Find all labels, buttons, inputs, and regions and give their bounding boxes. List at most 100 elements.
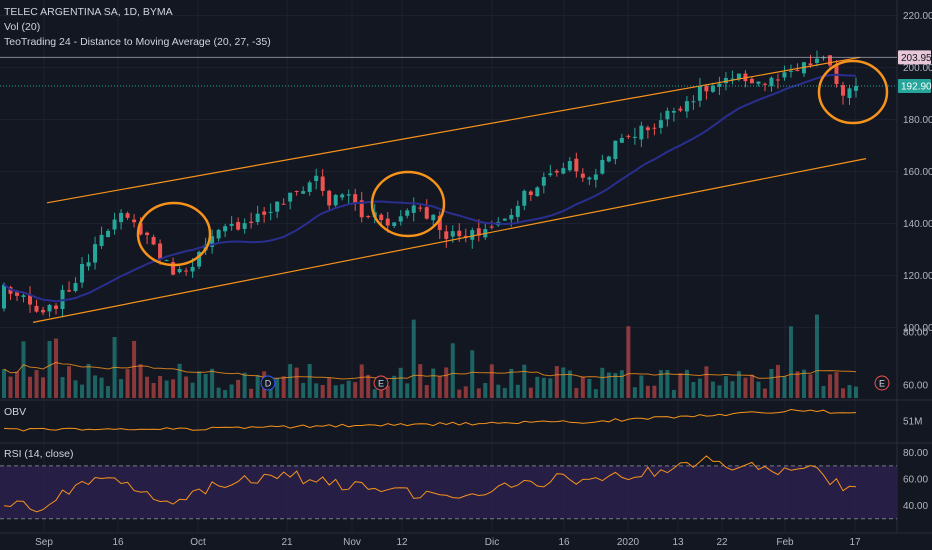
- highlight-circle: [817, 59, 889, 125]
- candle-body: [229, 223, 234, 226]
- high-price-tag-bg: [898, 50, 931, 65]
- candle-body: [769, 77, 774, 87]
- candle-body: [398, 216, 403, 222]
- volume-bar: [210, 368, 215, 398]
- volume-ma-line: [3, 361, 857, 380]
- volume-bar: [470, 350, 475, 398]
- candle-body: [2, 284, 6, 309]
- rsi-axis-tick-label: 60.00: [903, 475, 928, 486]
- time-axis-tick-label: Sep: [35, 537, 53, 548]
- candle-body: [639, 125, 644, 140]
- volume-bar: [28, 376, 33, 398]
- channel-upper-line: [46, 56, 861, 204]
- volume-bar: [177, 363, 182, 398]
- volume-bar: [782, 376, 787, 398]
- volume-bar: [788, 326, 793, 398]
- candle-body: [567, 161, 572, 171]
- volume-bar: [60, 377, 65, 398]
- volume-bar: [190, 382, 195, 398]
- candle-body: [691, 101, 696, 103]
- candle-body: [827, 55, 832, 66]
- event-marker-label: E: [378, 379, 384, 389]
- volume-bar: [73, 380, 78, 398]
- candle-body: [314, 175, 319, 182]
- volume-bar: [67, 366, 72, 398]
- candle-body: [782, 72, 787, 78]
- candle-body: [138, 223, 143, 235]
- candle-body: [535, 187, 540, 197]
- candle-body: [515, 205, 520, 217]
- volume-bar: [288, 364, 293, 398]
- volume-bar: [145, 376, 150, 398]
- candle-body: [385, 218, 390, 226]
- event-marker-circle: [874, 375, 890, 391]
- volume-bar: [249, 388, 254, 398]
- volume-bar: [593, 389, 598, 398]
- candle-body: [821, 57, 826, 59]
- candle-body: [320, 176, 325, 191]
- volume-bar: [678, 373, 683, 398]
- candle-body: [678, 108, 683, 111]
- candle-body: [424, 207, 429, 219]
- candle-body: [437, 215, 442, 231]
- candle-body: [132, 219, 137, 223]
- volume-bar: [652, 385, 657, 398]
- volume-bar: [847, 385, 852, 398]
- price-axis-tick-label: 120.00: [903, 271, 932, 282]
- candle-body: [73, 283, 78, 292]
- volume-bar: [203, 373, 208, 398]
- time-axis-tick-label: 17: [849, 537, 861, 548]
- volume-bar: [41, 377, 46, 398]
- volume-bar: [795, 371, 800, 398]
- candle-body: [756, 81, 761, 84]
- volume-bar: [567, 370, 572, 398]
- volume-bar: [515, 384, 520, 398]
- volume-bar: [704, 366, 709, 398]
- last-price-tag-label: 192.900: [901, 82, 932, 93]
- volume-bar: [730, 381, 735, 398]
- candle-body: [658, 120, 663, 128]
- time-axis-tick-label: Oct: [190, 537, 206, 548]
- candle-body: [502, 218, 507, 221]
- candle-body: [476, 228, 481, 236]
- candle-body: [106, 230, 111, 238]
- candle-body: [749, 78, 754, 84]
- event-marker: E: [373, 375, 389, 391]
- candle-body: [788, 70, 793, 72]
- volume-bar: [229, 384, 234, 398]
- volume-bar: [743, 377, 748, 398]
- volume-axis-tick-label: 60.00: [903, 380, 928, 391]
- candle-body: [236, 222, 241, 230]
- rsi-band: [0, 465, 897, 519]
- volume-bar: [821, 385, 826, 398]
- volume-bar: [320, 385, 325, 398]
- volume-bar: [756, 381, 761, 398]
- volume-bar: [359, 364, 364, 398]
- candle-body: [216, 229, 221, 239]
- volume-bar: [775, 364, 780, 398]
- candle-body: [762, 83, 767, 85]
- moving-average-line: [3, 73, 857, 303]
- candle-body: [171, 262, 176, 275]
- price-axis-tick-label: 180.00: [903, 115, 932, 126]
- candle-body: [307, 182, 312, 192]
- volume-bar: [619, 370, 624, 398]
- candle-body: [8, 287, 13, 294]
- volume-bar: [158, 376, 163, 398]
- channel-lower-line: [32, 158, 867, 323]
- volume-bar: [840, 388, 845, 398]
- candle-body: [47, 304, 52, 312]
- candle-body: [606, 156, 611, 162]
- highlight-circle: [136, 201, 212, 267]
- last-price-tag-bg: [898, 79, 931, 94]
- volume-bar: [587, 378, 592, 398]
- volume-bar: [346, 380, 351, 398]
- candle-body: [54, 305, 59, 309]
- volume-bar: [723, 376, 728, 398]
- candle-body: [431, 214, 436, 221]
- candle-body: [223, 226, 228, 232]
- volume-bar: [801, 369, 806, 398]
- volume-bar: [450, 343, 455, 398]
- time-axis-tick-label: 12: [396, 537, 408, 548]
